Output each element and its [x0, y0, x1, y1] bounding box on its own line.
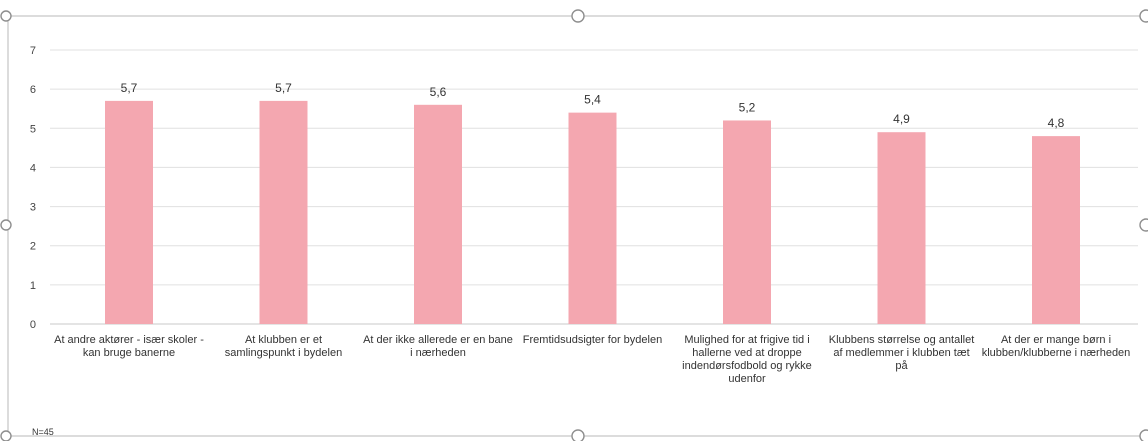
- y-tick-label: 2: [30, 241, 36, 253]
- x-tick-label: At der er mange børn i klubben/klubberne…: [981, 334, 1131, 359]
- x-tick-label: At klubben er et samlingspunkt i bydelen: [224, 334, 343, 359]
- y-tick-label: 0: [30, 319, 36, 331]
- y-tick-label: 1: [30, 280, 36, 292]
- sample-size-note: N=45: [32, 427, 54, 437]
- bar[interactable]: [105, 100, 153, 324]
- x-tick-label: Fremtidsudsigter for bydelen: [522, 334, 663, 346]
- resize-handle-top-right[interactable]: [1139, 9, 1148, 23]
- resize-handle-top-left[interactable]: [0, 10, 12, 22]
- plot-area: 0 1 2 3 4 5 6 7 5,7 5,7 5,6 5,4 5,2 4,9 4,8: [30, 45, 1138, 331]
- resize-handle-middle-right[interactable]: [1139, 218, 1148, 232]
- data-label: 5,7: [121, 81, 138, 95]
- data-label: 4,9: [893, 112, 910, 126]
- data-label: 5,2: [739, 100, 756, 114]
- x-tick-label: Klubbens størrelse og antallet af medlem…: [828, 334, 975, 372]
- y-tick-label: 5: [30, 123, 36, 135]
- data-label: 5,6: [430, 85, 447, 99]
- bar[interactable]: [1032, 136, 1080, 324]
- resize-handle-bottom-left[interactable]: [0, 430, 12, 441]
- y-tick-label: 4: [30, 162, 36, 174]
- resize-handle-bottom-right[interactable]: [1139, 429, 1148, 441]
- x-tick-label: Mulighed for at frigive tid i hallerne v…: [682, 334, 812, 385]
- x-tick-label: At andre aktører - især skoler - kan bru…: [54, 334, 204, 359]
- resize-handle-bottom-center[interactable]: [571, 429, 585, 441]
- bar[interactable]: [568, 112, 617, 324]
- y-tick-label: 6: [30, 84, 36, 96]
- resize-handle-top-center[interactable]: [571, 9, 585, 23]
- data-label: 5,4: [584, 93, 601, 107]
- y-tick-label: 3: [30, 202, 36, 214]
- bar[interactable]: [877, 132, 926, 324]
- bar[interactable]: [414, 104, 462, 324]
- resize-handle-middle-left[interactable]: [0, 219, 12, 231]
- data-label: 4,8: [1048, 116, 1065, 130]
- data-label: 5,7: [275, 81, 292, 95]
- bar[interactable]: [259, 100, 308, 324]
- bar[interactable]: [723, 120, 771, 324]
- x-tick-label: At der ikke allerede er en bane i nærhed…: [363, 334, 513, 359]
- y-tick-label: 7: [30, 45, 36, 57]
